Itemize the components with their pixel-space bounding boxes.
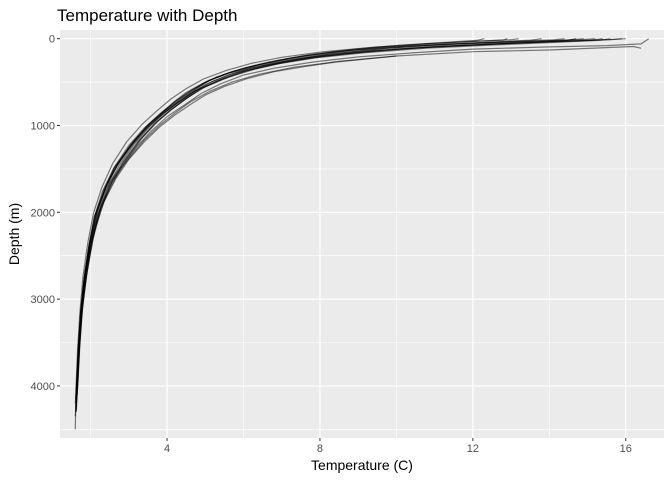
x-axis: 4 8 12 16	[164, 438, 632, 455]
y-tick-label: 1000	[31, 120, 55, 132]
y-tick-label: 3000	[31, 294, 55, 306]
y-tick-label: 0	[49, 34, 55, 46]
chart-title: Temperature with Depth	[57, 6, 237, 25]
y-axis: 0 1000 2000 3000 4000	[31, 34, 60, 393]
series-line-15	[75, 38, 626, 404]
y-axis-title: Depth (m)	[6, 203, 22, 265]
x-tick-label: 4	[164, 443, 170, 455]
series-layer	[74, 38, 650, 430]
series-line-13	[74, 38, 519, 430]
plot-panel	[60, 30, 664, 438]
x-tick-label: 8	[317, 443, 323, 455]
x-tick-label: 16	[620, 443, 632, 455]
x-tick-label: 12	[467, 443, 479, 455]
x-axis-title: Temperature (C)	[311, 457, 413, 473]
y-tick-label: 4000	[31, 381, 55, 393]
y-tick-label: 2000	[31, 207, 55, 219]
minor-gridlines	[60, 30, 664, 438]
